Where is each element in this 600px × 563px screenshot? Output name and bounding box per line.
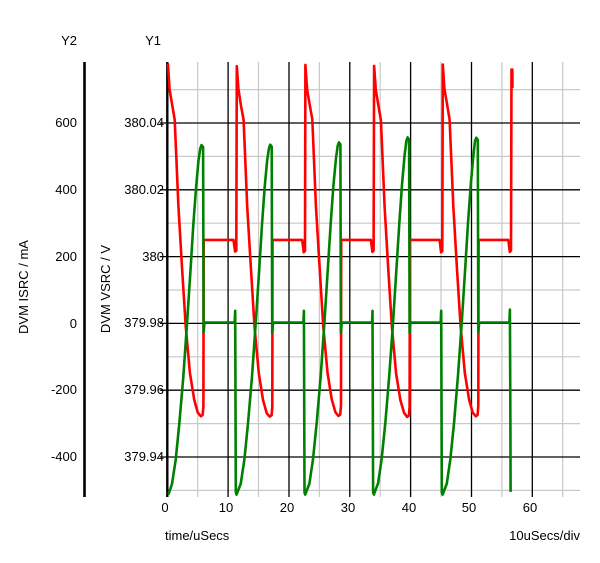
x-tick-label: 0	[161, 500, 169, 515]
y1-tick-label: 380.04	[124, 115, 164, 130]
x-tick-label: 50	[461, 500, 477, 515]
y2-axis-header: Y2	[61, 33, 77, 48]
y2-tick-label: 0	[69, 316, 77, 331]
trace-dvm-isrc	[167, 136, 512, 496]
x-axis-title: time/uSecs	[165, 528, 230, 543]
y2-tick-label: 400	[55, 182, 77, 197]
x-tick-label: 60	[522, 500, 538, 515]
x-tick-label: 30	[340, 500, 356, 515]
y1-tick-label: 379.98	[124, 315, 164, 330]
y1-tick-label: 380	[142, 249, 164, 264]
y2-tick-label: 600	[55, 115, 77, 130]
x-tick-label: 20	[279, 500, 295, 515]
y1-tick-label: 379.94	[124, 449, 164, 464]
y1-axis-title: DVM VSRC / V	[98, 244, 113, 334]
y1-tick-label: 380.02	[124, 182, 164, 197]
y2-tick-label: -200	[50, 382, 77, 397]
x-tick-label: 40	[401, 500, 417, 515]
y1-axis-header: Y1	[145, 33, 161, 48]
x-tick-label: 10	[218, 500, 234, 515]
trace-dvm-vsrc	[166, 63, 514, 419]
y2-tick-label: 200	[55, 249, 77, 264]
x-axis-scale-note: 10uSecs/div	[509, 528, 580, 543]
y2-axis-title: DVM ISRC / mA	[16, 240, 31, 334]
y2-tick-label: -400	[50, 449, 77, 464]
y1-tick-label: 379.96	[124, 382, 164, 397]
